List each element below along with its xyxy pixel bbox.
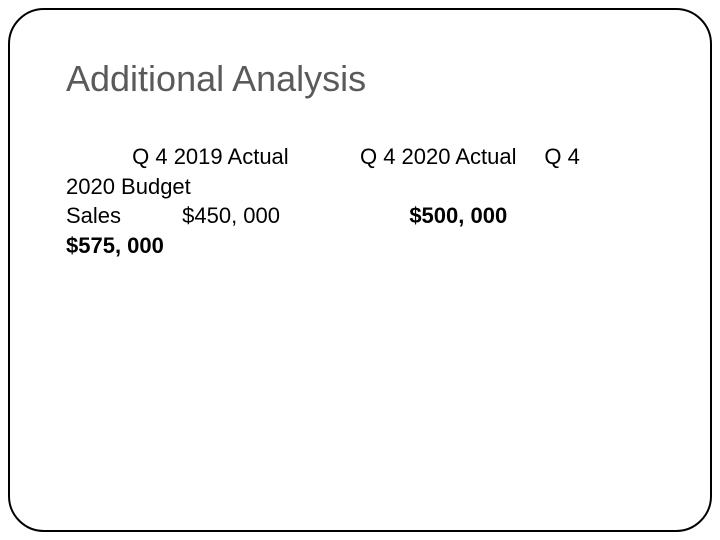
col-header-3: Q 4: [544, 142, 579, 172]
value-1: $450, 000: [182, 201, 352, 231]
value-3-wrap-line: $575, 000: [66, 231, 654, 261]
slide-frame: Additional Analysis Q 4 2019 Actual Q 4 …: [8, 8, 712, 532]
header-row: Q 4 2019 Actual Q 4 2020 Actual Q 4: [66, 142, 654, 172]
slide-body: Q 4 2019 Actual Q 4 2020 Actual Q 4 2020…: [66, 142, 654, 261]
slide-title: Additional Analysis: [66, 58, 654, 100]
data-row: Sales $450, 000 $500, 000: [66, 201, 654, 231]
value-2: $500, 000: [358, 201, 558, 231]
col-header-1: Q 4 2019 Actual: [132, 142, 332, 172]
row-label: Sales: [66, 201, 176, 231]
col-header-2: Q 4 2020 Actual: [338, 142, 538, 172]
header-wrap-line: 2020 Budget: [66, 172, 654, 202]
